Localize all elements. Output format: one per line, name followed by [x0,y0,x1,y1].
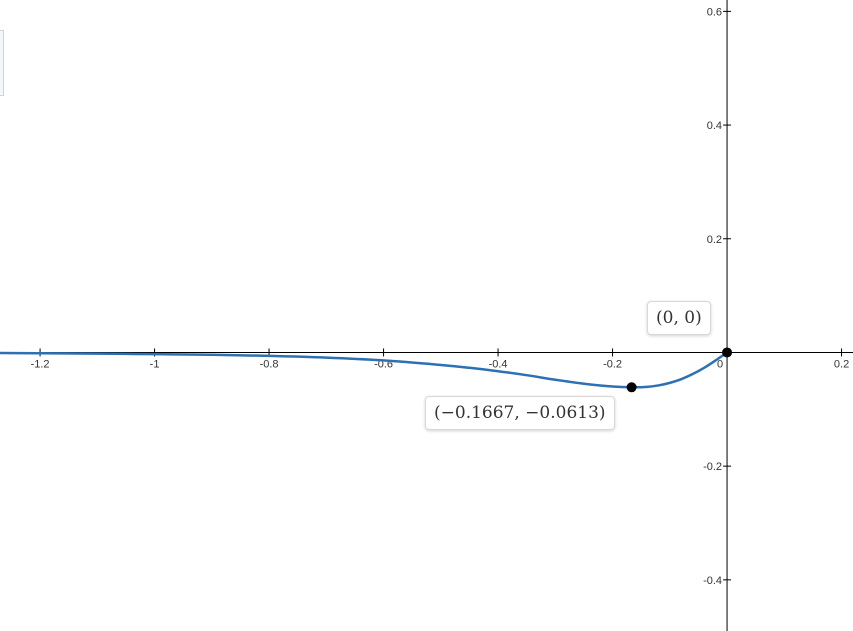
origin-point[interactable] [722,347,733,358]
y-tick-label: -0.2 [703,461,722,473]
x-tick-label: 0 [717,358,723,370]
y-tick-label: 0.6 [707,6,722,18]
x-tick-label: 0.2 [834,358,849,370]
x-tick-label: -1.2 [31,358,50,370]
x-tick-label: -0.8 [260,358,279,370]
x-tick-label: -1 [150,358,160,370]
x-tick-label: -0.2 [603,358,622,370]
point-label-minimum[interactable]: (−0.1667, −0.0613) [425,396,615,430]
function-curve[interactable] [0,351,729,389]
axis-ticks: -1.2 -1 -0.8 -0.6 -0.4 -0.2 0 0.2-0.4-0.20.20.4… [31,6,850,586]
y-tick-label: 0.4 [707,120,722,132]
left-edge-panel-tab[interactable] [0,30,4,96]
y-tick-label: 0.2 [707,234,722,246]
x-tick-label: -0.4 [489,358,508,370]
minimum-point[interactable] [626,382,637,393]
curves [0,351,729,389]
point-label-origin[interactable]: (0, 0) [647,301,711,335]
points [626,347,733,393]
y-tick-label: -0.4 [703,575,722,587]
